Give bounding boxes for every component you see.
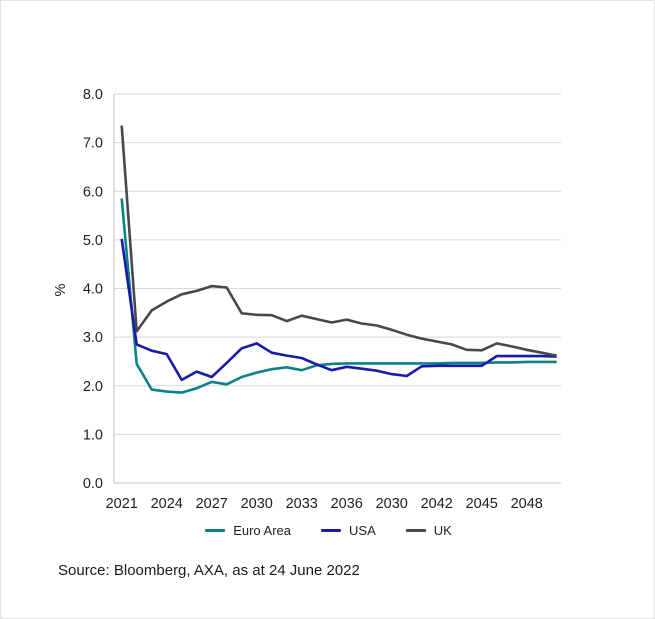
x-tick-label: 2033 bbox=[286, 496, 318, 512]
x-tick-label: 2036 bbox=[331, 496, 363, 512]
legend-swatch bbox=[205, 529, 226, 532]
legend-item-euro-area: Euro Area bbox=[205, 524, 291, 537]
legend-item-uk: UK bbox=[405, 523, 452, 538]
x-tick-label: 2027 bbox=[196, 496, 228, 512]
legend-swatch bbox=[405, 529, 426, 532]
y-tick-label: 2.0 bbox=[83, 379, 103, 395]
legend-label: Euro Area bbox=[233, 523, 292, 538]
x-tick-label: 2030 bbox=[241, 496, 273, 512]
source-note: Source: Bloomberg, AXA, as at 24 June 20… bbox=[58, 562, 360, 579]
x-tick-label: 2042 bbox=[421, 496, 453, 512]
y-tick-label: 8.0 bbox=[83, 87, 103, 103]
series-line-euro-area bbox=[120, 198, 557, 394]
yield-line-chart: 0.0 1.0 2.0 3.0 4.0 5.0 6.0 7.0 8.0 2021 2024 2027… bbox=[53, 87, 561, 512]
legend-item-usa: USA bbox=[321, 524, 376, 537]
legend-label: UK bbox=[433, 523, 452, 538]
y-tick-label: 1.0 bbox=[83, 427, 103, 443]
gridlines bbox=[114, 93, 561, 484]
legend-label: USA bbox=[349, 523, 376, 538]
y-tick-label: 4.0 bbox=[83, 282, 103, 298]
y-tick-label: 0.0 bbox=[83, 476, 103, 492]
axes bbox=[113, 94, 561, 484]
legend-swatch bbox=[321, 529, 342, 532]
x-tick-label: 2021 bbox=[106, 496, 138, 512]
x-tick-label: 2045 bbox=[466, 496, 498, 512]
series-line-usa bbox=[120, 238, 557, 382]
y-tick-label: 7.0 bbox=[83, 136, 103, 152]
chart-legend: Euro Area USA UK bbox=[1, 523, 654, 538]
y-tick-label: 6.0 bbox=[83, 184, 103, 200]
x-tick-label: 2048 bbox=[511, 496, 543, 512]
y-tick-label: 3.0 bbox=[83, 330, 103, 346]
y-tick-label: 5.0 bbox=[83, 233, 103, 249]
y-axis-tick-labels: 0.0 1.0 2.0 3.0 4.0 5.0 6.0 7.0 8.0 bbox=[83, 87, 103, 492]
y-axis-title: % bbox=[53, 283, 69, 296]
x-axis-tick-labels: 2021 2024 2027 2030 2033 2036 2030 2042 2045 2048 bbox=[106, 496, 543, 512]
series-lines bbox=[120, 125, 557, 394]
x-tick-label: 2030 bbox=[376, 496, 408, 512]
series-line-uk bbox=[120, 125, 557, 357]
x-tick-label: 2024 bbox=[151, 496, 183, 512]
